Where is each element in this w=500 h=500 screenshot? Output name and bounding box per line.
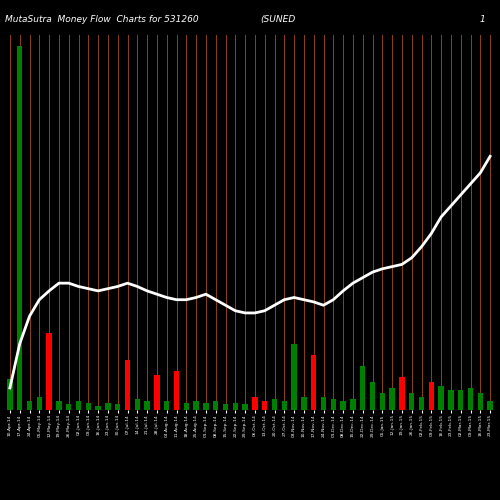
Bar xyxy=(27,401,32,410)
Bar xyxy=(399,377,404,410)
Bar xyxy=(448,390,454,410)
Bar xyxy=(390,388,395,410)
Text: (SUNED: (SUNED xyxy=(260,15,295,24)
Bar xyxy=(242,404,248,410)
Bar xyxy=(56,401,62,410)
Bar xyxy=(409,394,414,410)
Bar xyxy=(428,382,434,410)
Bar xyxy=(360,366,366,410)
Text: MutaSutra  Money Flow  Charts for 531260: MutaSutra Money Flow Charts for 531260 xyxy=(5,15,198,24)
Bar xyxy=(144,401,150,410)
Bar xyxy=(17,46,22,410)
Bar xyxy=(7,379,12,410)
Bar xyxy=(252,397,258,410)
Bar xyxy=(105,404,110,410)
Bar xyxy=(370,382,375,410)
Bar xyxy=(154,374,160,410)
Bar xyxy=(380,394,385,410)
Bar xyxy=(194,401,199,410)
Bar xyxy=(125,360,130,410)
Bar xyxy=(76,401,81,410)
Bar xyxy=(96,406,101,410)
Bar xyxy=(203,404,208,410)
Bar xyxy=(36,397,42,410)
Bar xyxy=(134,399,140,410)
Bar xyxy=(272,399,277,410)
Bar xyxy=(213,401,218,410)
Bar xyxy=(488,401,493,410)
Bar xyxy=(292,344,297,410)
Bar xyxy=(86,404,91,410)
Bar xyxy=(184,404,189,410)
Bar xyxy=(419,397,424,410)
Bar xyxy=(468,388,473,410)
Bar xyxy=(330,399,336,410)
Bar xyxy=(458,390,464,410)
Bar xyxy=(282,401,287,410)
Bar xyxy=(66,404,71,410)
Bar xyxy=(311,355,316,410)
Bar xyxy=(46,333,52,410)
Bar xyxy=(340,401,346,410)
Bar xyxy=(478,394,483,410)
Bar xyxy=(164,401,170,410)
Bar xyxy=(223,404,228,410)
Bar xyxy=(301,397,306,410)
Bar xyxy=(262,401,268,410)
Bar xyxy=(174,372,179,410)
Bar xyxy=(350,399,356,410)
Bar xyxy=(115,404,120,410)
Bar xyxy=(321,397,326,410)
Bar xyxy=(438,386,444,410)
Bar xyxy=(232,404,238,410)
Text: 1: 1 xyxy=(479,15,485,24)
